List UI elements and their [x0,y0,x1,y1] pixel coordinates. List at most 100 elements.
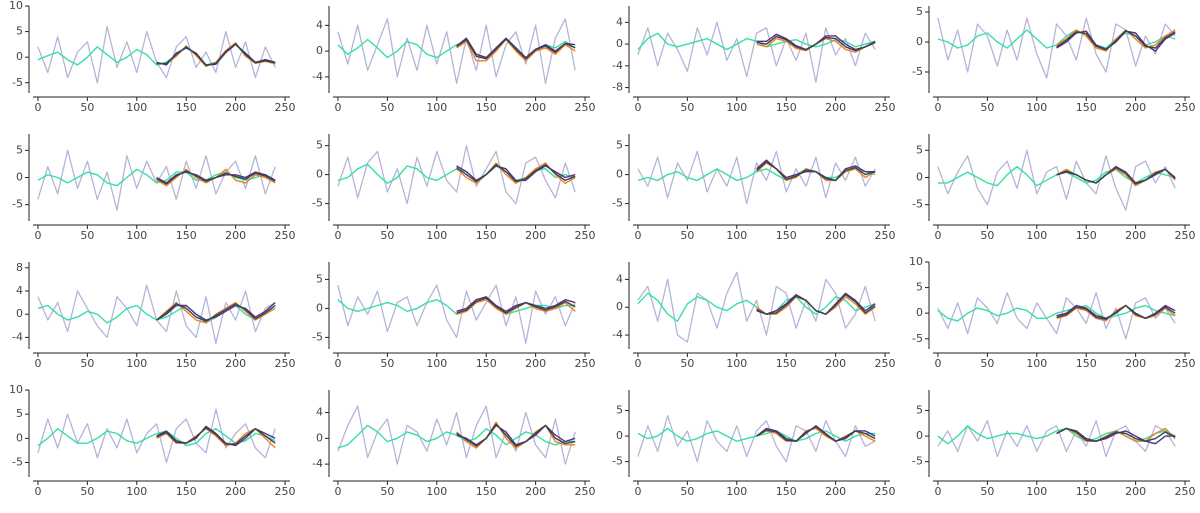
x-tick-label: 50 [380,101,394,114]
x-tick-label: 150 [1076,485,1097,498]
x-tick-label: 250 [1175,357,1196,370]
series-line [456,296,576,312]
x-tick-label: 0 [34,357,41,370]
x-tick-label: 0 [34,485,41,498]
y-tick-label: 5 [616,403,623,416]
x-tick-label: 0 [34,101,41,114]
x-tick-label: 50 [80,229,94,242]
x-tick-label: 150 [176,485,197,498]
y-tick-label: -4 [312,457,323,470]
x-tick-label: 0 [334,229,341,242]
x-tick-label: 0 [634,101,641,114]
series-line [756,161,876,182]
x-tick-label: 250 [875,485,896,498]
x-tick-label: 0 [334,485,341,498]
y-tick-label: 0 [16,50,23,63]
panel: -4 0 4 0 50 100 150 200 250 [612,262,896,370]
y-tick-label: 0 [916,429,923,442]
series-line [1056,304,1176,319]
x-tick-label: 250 [275,229,296,242]
x-tick-label: 250 [575,485,596,498]
series-line [756,426,876,442]
series-line [156,427,276,445]
series-line [637,21,876,83]
x-tick-label: 200 [1125,229,1146,242]
x-tick-label: 50 [380,357,394,370]
series-line [1056,167,1176,185]
x-tick-label: 100 [726,357,747,370]
y-tick-label: 4 [616,272,623,285]
x-tick-label: 200 [525,485,546,498]
y-tick-label: -5 [12,76,23,89]
x-tick-label: 200 [225,229,246,242]
y-tick-label: -5 [912,332,923,345]
x-tick-label: 50 [80,357,94,370]
series-line [456,38,576,60]
y-tick-label: 0 [316,431,323,444]
x-tick-label: 250 [575,357,596,370]
series-line [1056,427,1176,445]
y-tick-label: -8 [612,81,623,94]
y-tick-label: 10 [909,255,923,268]
y-tick-label: -5 [312,330,323,343]
x-tick-label: 250 [875,229,896,242]
series-line [156,301,276,324]
y-tick-label: -4 [612,59,623,72]
y-tick-label: 5 [916,5,923,18]
x-tick-label: 150 [776,485,797,498]
x-tick-label: 200 [825,485,846,498]
y-tick-label: 5 [316,272,323,285]
y-tick-label: 4 [616,15,623,28]
y-tick-label: 0 [316,301,323,314]
series-line [156,170,276,185]
y-tick-label: 5 [16,407,23,420]
y-tick-label: -5 [612,455,623,468]
x-tick-label: 100 [726,101,747,114]
x-tick-label: 150 [476,357,497,370]
series-line [1056,30,1176,52]
x-tick-label: 250 [275,357,296,370]
series-line [937,292,1176,340]
x-tick-label: 250 [575,101,596,114]
y-tick-label: 5 [916,143,923,156]
y-tick-label: 0 [616,300,623,313]
x-tick-label: 150 [776,101,797,114]
y-tick-label: 0 [916,171,923,184]
series-line [337,144,576,205]
y-tick-label: 5 [316,139,323,152]
series-line [456,423,576,447]
series-line [156,43,276,67]
x-tick-label: 0 [634,357,641,370]
series-line [37,284,276,344]
y-tick-label: 10 [9,0,23,12]
y-tick-label: 5 [16,25,23,38]
y-tick-label: 0 [616,429,623,442]
panel: -8 -4 0 4 0 50 100 150 200 250 [612,6,896,114]
series-line [156,302,276,321]
x-tick-label: 150 [1076,357,1097,370]
x-tick-label: 150 [776,229,797,242]
x-tick-label: 0 [634,485,641,498]
x-tick-label: 150 [176,101,197,114]
y-tick-label: -5 [12,198,23,211]
x-tick-label: 0 [634,229,641,242]
x-tick-label: 250 [875,357,896,370]
y-tick-label: 4 [16,284,23,297]
series-line [37,408,276,464]
series-line [456,38,576,62]
y-tick-label: 0 [16,307,23,320]
series-line [756,35,876,52]
x-tick-label: 250 [275,101,296,114]
y-tick-label: -5 [912,65,923,78]
x-tick-label: 50 [380,485,394,498]
series-line [337,284,576,344]
x-tick-label: 100 [126,101,147,114]
x-tick-label: 0 [334,357,341,370]
x-tick-label: 0 [34,229,41,242]
